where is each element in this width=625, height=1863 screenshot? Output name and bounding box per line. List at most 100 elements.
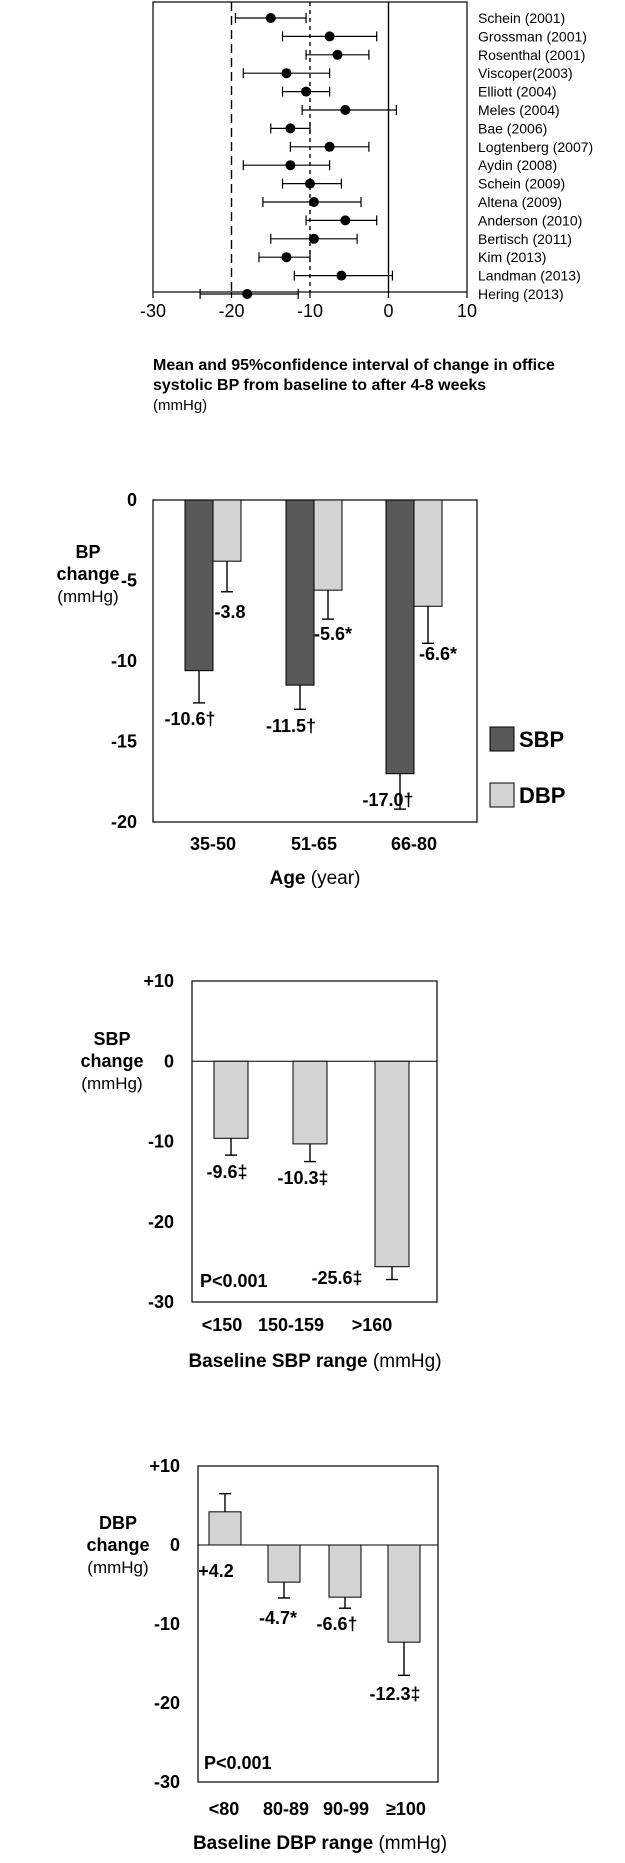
x-tick-label: 0 — [383, 301, 393, 321]
data-label: -25.6‡ — [311, 1268, 362, 1288]
legend-label: SBP — [519, 727, 564, 752]
data-label: -3.8 — [214, 602, 245, 622]
data-label: -5.6* — [314, 624, 352, 644]
study-point — [305, 178, 315, 189]
bar-dbp — [212, 499, 242, 562]
y-axis-unit: (mmHg) — [57, 587, 118, 606]
study-point — [281, 68, 292, 79]
study-point — [340, 105, 351, 115]
y-tick-label: +10 — [143, 971, 174, 991]
p-value-annotation: P<0.001 — [204, 1753, 272, 1773]
forest-caption: Mean and 95%confidence interval of chang… — [153, 356, 593, 416]
data-label: -10.6† — [164, 709, 215, 729]
x-tick-label: 80-89 — [263, 1799, 309, 1819]
forest-caption-unit: (mmHg) — [153, 397, 208, 414]
study-label: Altena (2009) — [478, 194, 562, 210]
study-point — [242, 289, 253, 299]
study-label: Logtenberg (2007) — [478, 139, 593, 155]
data-label: -9.6‡ — [206, 1162, 247, 1182]
bar — [387, 1544, 421, 1643]
forest-plot: -30 -20 -10 0 10 Schein (2001) Grossman (2001)… — [140, 1, 593, 321]
y-tick-label: -10 — [148, 1132, 174, 1152]
y-axis-title: DBP — [99, 1513, 137, 1533]
study-label: Anderson (2010) — [478, 212, 582, 228]
y-tick-label: -30 — [148, 1292, 174, 1312]
y-tick-label: -10 — [111, 651, 137, 671]
x-tick-label: -10 — [297, 301, 323, 321]
y-tick-label: 0 — [170, 1535, 180, 1555]
bar-sbp — [184, 499, 214, 672]
p-value-annotation: P<0.001 — [200, 1271, 268, 1291]
y-tick-label: -15 — [111, 732, 137, 752]
data-label: -6.6† — [316, 1614, 357, 1634]
x-axis-title: Age (year) — [270, 868, 361, 889]
y-tick-label: -30 — [154, 1772, 180, 1792]
study-label: Bae (2006) — [478, 120, 547, 136]
y-tick-label: -20 — [154, 1693, 180, 1713]
study-label: Hering (2013) — [478, 286, 564, 302]
study-label: Landman (2013) — [478, 268, 581, 284]
bar-sbp — [285, 499, 315, 686]
x-axis-title-main: Baseline SBP range — [188, 1351, 367, 1372]
x-tick-label: 150-159 — [258, 1315, 324, 1335]
bar-dbp — [413, 499, 443, 607]
study-point — [332, 49, 343, 60]
x-tick-label: -30 — [140, 301, 166, 321]
forest-caption-text: Mean and 95%confidence interval of chang… — [153, 357, 555, 394]
bar — [374, 1060, 410, 1268]
data-label: -17.0† — [362, 790, 413, 810]
data-label: -6.6* — [419, 644, 457, 664]
x-axis-title-main: Age — [270, 868, 306, 889]
legend-swatch-dbp — [489, 782, 515, 808]
y-tick-label: -5 — [121, 571, 137, 591]
y-tick-label: +10 — [149, 1456, 180, 1476]
study-point — [301, 86, 312, 97]
x-tick-label: <80 — [209, 1799, 240, 1819]
study-label: Rosenthal (2001) — [478, 47, 585, 63]
x-tick-label: 35-50 — [190, 834, 236, 854]
y-axis-title: BP — [75, 542, 100, 562]
study-label: Grossman (2001) — [478, 28, 587, 44]
y-axis-title: change — [80, 1051, 143, 1071]
x-tick-label: >160 — [352, 1315, 393, 1335]
y-tick-label: 0 — [164, 1051, 174, 1071]
x-axis-title-main: Baseline DBP range — [193, 1833, 373, 1854]
x-axis-title: Baseline SBP range (mmHg) — [188, 1351, 441, 1372]
bar — [208, 1511, 242, 1546]
data-label: -11.5† — [266, 716, 316, 736]
bar — [213, 1060, 249, 1139]
data-label: -10.3‡ — [277, 1168, 328, 1188]
study-label: Aydin (2008) — [478, 157, 557, 173]
legend-swatch-sbp — [489, 726, 515, 752]
study-label: Meles (2004) — [478, 102, 560, 118]
study-point — [340, 215, 351, 226]
study-label: Elliott (2004) — [478, 84, 557, 100]
x-axis-title-unit: (mmHg) — [368, 1351, 442, 1372]
data-label: +4.2 — [198, 1561, 234, 1581]
bar-dbp — [313, 499, 343, 591]
y-axis-title: change — [86, 1535, 149, 1555]
y-axis-unit: (mmHg) — [87, 1558, 148, 1577]
x-tick-label: <150 — [202, 1315, 243, 1335]
y-tick-label: -10 — [154, 1614, 180, 1634]
x-tick-label: 10 — [457, 301, 477, 321]
x-tick-label: ≥100 — [386, 1799, 426, 1819]
x-tick-label: 90-99 — [323, 1799, 369, 1819]
study-point — [285, 123, 296, 134]
study-label: Kim (2013) — [478, 249, 546, 265]
study-point — [308, 233, 319, 244]
study-point — [336, 270, 347, 281]
y-axis-title: change — [56, 564, 119, 584]
bar-sbp — [385, 499, 415, 775]
study-label: Schein (2009) — [478, 176, 565, 192]
y-axis-unit: (mmHg) — [81, 1074, 142, 1093]
study-label: Schein (2001) — [478, 10, 565, 26]
bar — [292, 1060, 328, 1145]
x-tick-label: 66-80 — [391, 834, 437, 854]
x-axis-title-unit: (year) — [306, 868, 361, 889]
bar — [328, 1544, 362, 1598]
